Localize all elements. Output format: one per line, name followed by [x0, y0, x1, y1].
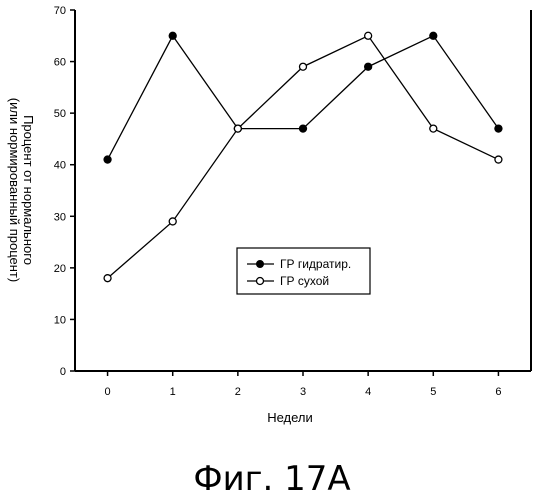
legend-marker-1 — [257, 278, 264, 285]
legend-marker-0 — [257, 261, 264, 268]
y-tick-label: 70 — [54, 5, 66, 17]
x-tick-label: 3 — [300, 386, 306, 398]
series-1-point — [430, 125, 437, 132]
y-tick-label: 50 — [54, 108, 66, 120]
legend: ГР гидратир. ГР сухой — [237, 248, 370, 294]
series-1-point — [169, 218, 176, 225]
y-axis-title-line-1: Процент от нормального — [21, 115, 36, 265]
y-axis-title-line-2: (или нормированный процент) — [7, 98, 22, 282]
x-tick-label: 5 — [430, 386, 436, 398]
y-tick-label: 10 — [54, 314, 66, 326]
x-tick-label: 4 — [365, 386, 371, 398]
series-1-point — [300, 63, 307, 70]
x-axis-title: Недели — [267, 410, 313, 425]
legend-label-1: ГР сухой — [280, 274, 329, 288]
series-1-point — [234, 125, 241, 132]
legend-label-0: ГР гидратир. — [280, 257, 351, 271]
series-0-point — [365, 63, 372, 70]
y-tick-label: 30 — [54, 211, 66, 223]
series-0-point — [430, 32, 437, 39]
x-tick-group: 0 1 2 3 4 5 6 — [105, 371, 502, 398]
figure-caption: Фиг. 17А — [193, 459, 350, 499]
series-1-point — [495, 156, 502, 163]
series-1-point — [104, 275, 111, 282]
x-tick-label: 1 — [170, 386, 176, 398]
series-group — [104, 32, 502, 281]
series-line-0 — [108, 36, 499, 160]
series-0-point — [169, 32, 176, 39]
series-0-point — [104, 156, 111, 163]
series-0-point — [495, 125, 502, 132]
x-tick-label: 0 — [105, 386, 111, 398]
series-0-point — [300, 125, 307, 132]
y-tick-label: 40 — [54, 160, 66, 172]
x-tick-label: 6 — [495, 386, 501, 398]
y-tick-label: 0 — [60, 366, 66, 378]
series-1-point — [365, 32, 372, 39]
series-line-1 — [108, 36, 499, 278]
y-tick-group: 0 10 20 30 40 50 60 70 — [54, 5, 75, 378]
y-tick-label: 20 — [54, 263, 66, 275]
y-tick-label: 60 — [54, 57, 66, 69]
x-tick-label: 2 — [235, 386, 241, 398]
